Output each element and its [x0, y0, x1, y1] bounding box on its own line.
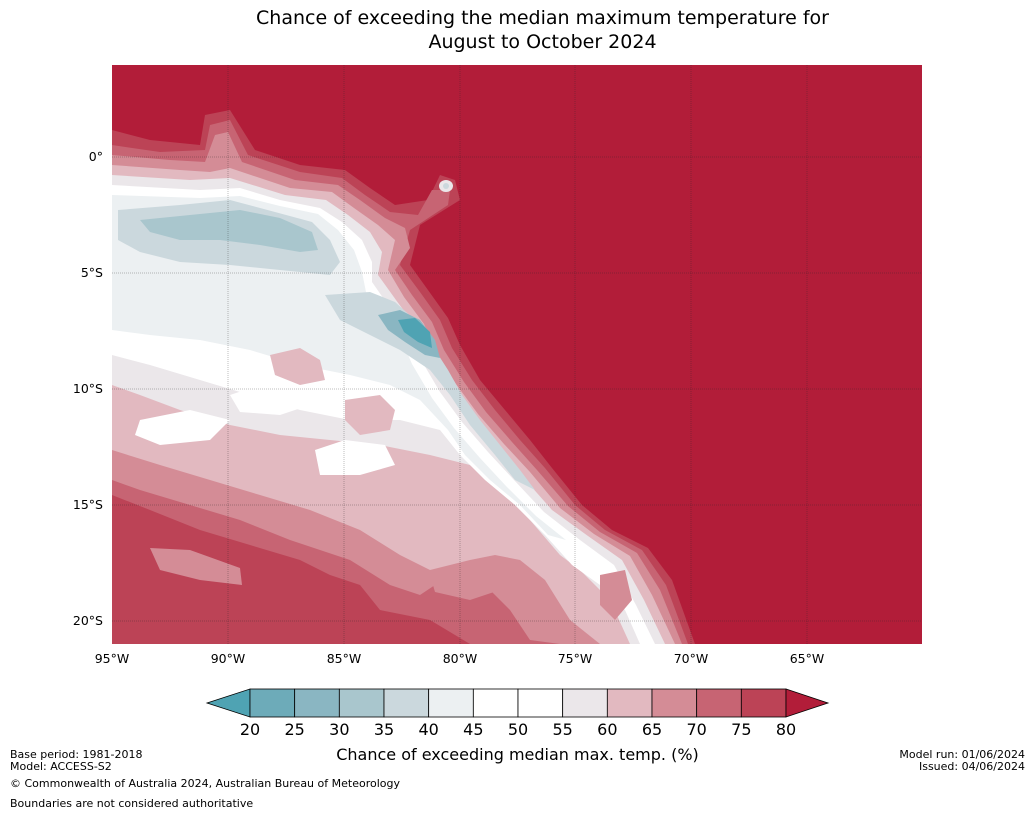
warm-patch-south — [600, 570, 632, 620]
colorbar-tick-label: 20 — [240, 720, 260, 739]
colorbar-tick-label: 75 — [731, 720, 751, 739]
colorbar-tick-label: 50 — [508, 720, 528, 739]
lat-label-20s: 20°S — [73, 613, 103, 628]
contour-band-40 — [112, 195, 566, 540]
contour-band-30 — [140, 210, 318, 252]
contour-band-35-coast — [325, 292, 535, 490]
colorbar-tick-label: 55 — [552, 720, 572, 739]
gridlines — [112, 65, 922, 644]
cool-patch — [315, 440, 395, 475]
colorbar-swatch — [696, 688, 742, 718]
copyright-notice: © Commonwealth of Australia 2024, Austra… — [10, 777, 400, 790]
lat-label-15s: 15°S — [73, 497, 103, 512]
colorbar-swatch — [562, 688, 608, 718]
warm-island-south — [430, 570, 500, 600]
lat-label-0: 0° — [89, 149, 103, 164]
colorbar: 20 25 30 35 40 45 50 55 60 65 70 75 80 — [205, 688, 830, 739]
colorbar-swatch — [383, 688, 430, 718]
contour-band-20 — [398, 318, 432, 348]
colorbar-tick-label: 65 — [642, 720, 662, 739]
footer-right: Model run: 01/06/2024 Issued: 04/06/2024 — [899, 749, 1025, 773]
lat-label-10s: 10°S — [73, 381, 103, 396]
colorbar-tick-label: 40 — [418, 720, 438, 739]
colorbar-swatch — [294, 688, 340, 718]
warm-patch — [345, 395, 395, 435]
footer-left: Base period: 1981-2018 Model: ACCESS-S2 — [10, 749, 142, 773]
lon-label-80w: 80°W — [443, 651, 478, 666]
colorbar-swatch — [651, 688, 698, 718]
title-line-2: August to October 2024 — [428, 31, 657, 53]
colorbar-swatch — [606, 688, 653, 718]
colorbar-tick-label: 80 — [776, 720, 796, 739]
cool-patch — [230, 385, 310, 415]
cool-patch — [135, 410, 230, 445]
lon-label-65w: 65°W — [790, 651, 825, 666]
island-marker-core — [443, 183, 449, 189]
colorbar-tick-label: 35 — [374, 720, 394, 739]
colorbar-swatch — [428, 688, 474, 718]
model-run: Model run: 01/06/2024 — [899, 748, 1025, 761]
colorbar-swatch — [338, 688, 385, 718]
colorbar-swatch — [472, 688, 519, 718]
colorbar-swatch — [249, 688, 296, 718]
map-title: Chance of exceeding the median maximum t… — [0, 6, 1035, 54]
title-line-1: Chance of exceeding the median maximum t… — [256, 7, 829, 29]
colorbar-tick-label: 60 — [597, 720, 617, 739]
colorbar-tick-label: 70 — [686, 720, 706, 739]
issued-date: Issued: 04/06/2024 — [918, 760, 1025, 773]
colorbar-arrow-low — [205, 688, 251, 718]
colorbar-label: Chance of exceeding median max. temp. (%… — [336, 745, 699, 764]
lon-label-70w: 70°W — [674, 651, 709, 666]
colorbar-tick-label: 30 — [329, 720, 349, 739]
model-name: Model: ACCESS-S2 — [10, 760, 112, 773]
lon-label-95w: 95°W — [95, 651, 130, 666]
lon-label-85w: 85°W — [327, 651, 362, 666]
boundaries-notice: Boundaries are not considered authoritat… — [10, 797, 254, 810]
colorbar-tick-label: 25 — [284, 720, 304, 739]
colorbar-tick-label: 45 — [463, 720, 483, 739]
lon-label-90w: 90°W — [211, 651, 246, 666]
warm-patch — [270, 348, 325, 385]
colorbar-arrow-high — [785, 688, 830, 718]
warm-island — [150, 548, 242, 585]
lon-label-75w: 75°W — [558, 651, 593, 666]
colorbar-swatch — [740, 688, 787, 718]
lat-label-5s: 5°S — [81, 265, 103, 280]
colorbar-swatch — [517, 688, 564, 718]
base-period: Base period: 1981-2018 — [10, 748, 143, 761]
